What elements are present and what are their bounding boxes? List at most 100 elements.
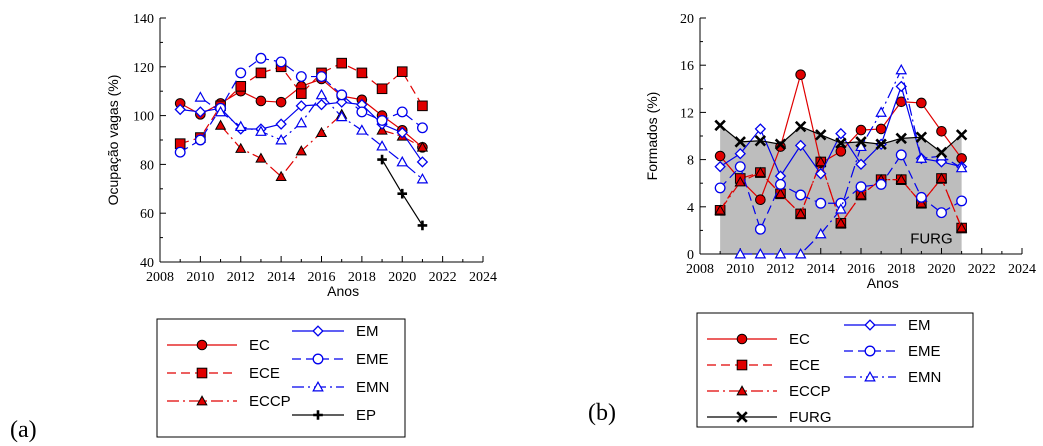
data-point-eccp: [815, 156, 827, 167]
legend-label: EMN: [908, 369, 941, 386]
data-point-eccp: [275, 170, 287, 181]
data-point-eme: [714, 182, 726, 194]
data-point-eccp: [774, 187, 787, 199]
series-emn: [734, 63, 968, 259]
data-point-eme: [936, 207, 947, 219]
y-axis-label: Formados (%): [644, 92, 660, 181]
data-point-furg: [915, 131, 928, 143]
data-point-eccp: [835, 217, 847, 228]
data-point-eme: [915, 191, 927, 203]
data-point-ece: [356, 67, 368, 79]
data-point-eme: [174, 146, 186, 158]
legend-label: FURG: [789, 409, 832, 426]
data-point-eccp: [935, 172, 948, 183]
legend-label: EC: [789, 331, 810, 348]
series-line-emn: [200, 93, 423, 180]
x-tick-label: 2012: [767, 262, 795, 277]
y-tick-label: 16: [680, 59, 694, 74]
legend-marker: [312, 380, 324, 392]
x-tick-label: 2020: [928, 262, 956, 277]
legend-label: EME: [356, 351, 389, 368]
legend-label: EC: [249, 337, 270, 354]
data-point-ec: [275, 96, 287, 108]
data-point-emn: [356, 124, 368, 135]
data-point-eccp: [754, 166, 767, 177]
data-point-ec: [795, 69, 806, 80]
legend: EC ECE ECCP EM EME EMN FURG: [696, 312, 974, 428]
x-tick-label: 2012: [227, 270, 255, 285]
legend-marker: [196, 339, 208, 351]
legend-marker: [864, 345, 876, 357]
data-point-ec: [875, 123, 887, 135]
x-axis-label: Anos: [327, 283, 359, 299]
x-tick-label: 2024: [1008, 262, 1036, 277]
series-ec: [174, 73, 428, 153]
data-point-em: [335, 96, 348, 108]
data-point-ece: [255, 67, 267, 79]
data-point-eccp: [714, 204, 726, 215]
series-ep: [377, 154, 428, 231]
legend-label: ECE: [789, 357, 820, 374]
legend-marker: [736, 359, 748, 371]
series-eme: [714, 149, 968, 235]
y-tick-label: 40: [140, 256, 154, 271]
data-point-emn: [234, 120, 247, 132]
data-point-ep: [377, 154, 387, 165]
series-emn: [194, 88, 429, 184]
data-point-eme: [775, 178, 786, 190]
data-point-emn: [895, 63, 908, 75]
x-tick-label: 2022: [429, 270, 457, 285]
series-eccp: [214, 108, 429, 181]
data-point-eccp: [794, 208, 807, 219]
data-point-eccp: [255, 152, 267, 163]
series-eme: [174, 52, 428, 158]
data-point-ec: [855, 124, 867, 136]
chart-panel-b: 0 4 8 12 16 20 2008 2010 2012 2014 2016 2018 2020 202…: [588, 12, 1036, 428]
data-point-em: [194, 106, 207, 118]
x-tick-label: 2018: [887, 262, 915, 277]
y-tick-label: 4: [687, 201, 694, 216]
x-tick-label: 2024: [469, 270, 497, 285]
data-point-eme: [875, 178, 887, 190]
y-tick-label: 20: [680, 12, 694, 27]
data-point-eme: [895, 149, 907, 161]
legend-marker: [313, 410, 323, 420]
x-tick-label: 2008: [146, 270, 174, 285]
legend-marker: [736, 333, 748, 345]
data-point-eccp: [295, 145, 307, 156]
data-point-ece: [336, 57, 347, 69]
x-tick-label: 2022: [968, 262, 996, 277]
data-point-furg: [895, 132, 907, 145]
data-point-em: [295, 100, 308, 112]
data-point-emn: [855, 140, 867, 152]
data-point-eme: [255, 52, 267, 64]
data-point-furg: [714, 119, 726, 132]
data-point-emn: [295, 116, 308, 128]
data-point-emn: [835, 203, 847, 214]
data-point-eccp: [214, 119, 227, 130]
legend-marker: [864, 319, 876, 331]
legend-marker: [196, 367, 208, 379]
chart-panel-a: 40 60 80 100 120 140 2008 2010 2012 2014 2016 2018 2…: [10, 12, 497, 443]
legend-marker: [736, 385, 748, 396]
y-tick-label: 120: [133, 61, 154, 76]
data-point-emn: [774, 247, 787, 259]
x-axis-label: Anos: [867, 275, 899, 291]
data-point-eme: [754, 223, 766, 235]
data-point-em: [754, 123, 767, 135]
data-point-ec: [835, 146, 847, 157]
legend-label: ECCP: [249, 393, 291, 410]
data-point-emn: [955, 161, 968, 173]
x-tick-label: 2010: [186, 270, 214, 285]
data-point-emn: [915, 152, 928, 163]
x-tick-label: 2018: [348, 270, 376, 285]
data-point-furg: [875, 138, 887, 150]
data-point-eccp: [955, 222, 968, 233]
data-point-furg: [815, 129, 827, 141]
data-point-emn: [376, 140, 388, 151]
series-furg: [714, 119, 968, 159]
data-point-eme: [956, 195, 968, 207]
y-tick-label: 100: [133, 110, 154, 125]
data-point-eme: [815, 197, 827, 209]
data-point-eccp: [855, 189, 867, 200]
